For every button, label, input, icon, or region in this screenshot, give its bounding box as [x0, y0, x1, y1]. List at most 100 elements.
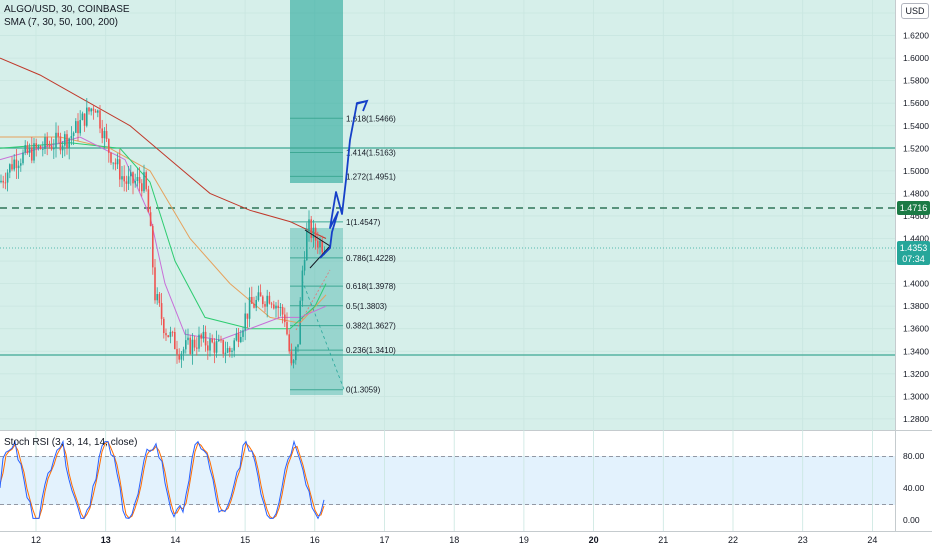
- candle-body: [191, 339, 194, 354]
- level-badge-text: 1.4716: [900, 203, 928, 213]
- target-zone-rect[interactable]: [290, 0, 343, 183]
- candle-body: [297, 344, 299, 348]
- candle-body: [55, 132, 57, 148]
- fib-level-label: 0.786(1.4228): [346, 254, 396, 263]
- candle-body: [77, 121, 79, 134]
- fib-level-label: 0.5(1.3803): [346, 302, 387, 311]
- candle-body: [226, 348, 229, 353]
- candle-body: [220, 339, 222, 341]
- candle-body: [57, 132, 59, 137]
- candle-body: [248, 297, 251, 319]
- trend-line[interactable]: [295, 269, 331, 331]
- currency-badge[interactable]: USD: [901, 3, 929, 19]
- candle-body: [244, 313, 246, 331]
- candle-body: [13, 159, 15, 170]
- time-tick-label: 22: [728, 535, 738, 545]
- fibonacci-levels[interactable]: 1.618(1.5466) 1.414(1.5163) 1.272(1.4951) 1…: [290, 114, 396, 395]
- candle-body: [156, 294, 158, 301]
- candle-body: [251, 297, 253, 304]
- candle-body: [101, 128, 103, 139]
- candle-body: [292, 360, 295, 364]
- candle-body: [6, 172, 9, 183]
- price-tick-label: 1.5000: [903, 166, 929, 176]
- candle-body: [288, 334, 290, 352]
- candle-body: [198, 334, 200, 349]
- candle-body: [218, 339, 220, 342]
- forecast-path[interactable]: [319, 100, 368, 259]
- candle-body: [308, 219, 310, 232]
- sma-legend[interactable]: SMA (7, 30, 50, 100, 200): [4, 17, 118, 28]
- candle-body: [35, 143, 37, 148]
- candle-body: [152, 226, 154, 268]
- price-tick-label: 1.3400: [903, 346, 929, 356]
- stoch-k-line: [0, 439, 325, 520]
- candle-body: [64, 134, 66, 146]
- symbol-title[interactable]: ALGO/USD, 30, COINBASE: [4, 4, 130, 15]
- candle-body: [196, 347, 198, 349]
- time-axis-ticks[interactable]: 12 13 14 15 16 17 18 19 20 21 22 23 24: [31, 535, 877, 545]
- price-tick-label: 1.3000: [903, 391, 929, 401]
- candle-body: [171, 331, 174, 333]
- candle-body: [158, 294, 161, 304]
- candle-body: [138, 177, 141, 184]
- candle-body: [185, 340, 187, 350]
- time-tick-label: 13: [101, 535, 111, 545]
- candle-body: [154, 267, 156, 301]
- candle-body: [310, 219, 312, 238]
- candle-body: [61, 145, 64, 151]
- candle-body: [281, 307, 284, 315]
- forecast-arrow-head[interactable]: [355, 99, 369, 112]
- candle-body: [284, 314, 286, 323]
- candle-body: [301, 270, 304, 301]
- candle-body: [81, 113, 84, 120]
- candle-body: [108, 139, 110, 153]
- candle-body: [182, 349, 185, 354]
- candle-body: [59, 136, 62, 151]
- candle-body: [97, 110, 99, 113]
- candle-body: [37, 145, 40, 148]
- candle-body: [15, 159, 18, 169]
- sma-lines: [0, 57, 327, 341]
- candle-body: [33, 143, 35, 161]
- candle-body: [53, 147, 55, 150]
- candle-body: [75, 121, 77, 133]
- candle-body: [270, 303, 273, 305]
- candlesticks[interactable]: [0, 98, 326, 369]
- candle-body: [211, 338, 213, 343]
- price-tick-label: 1.6200: [903, 31, 929, 41]
- candle-body: [246, 313, 249, 319]
- candle-body: [112, 162, 114, 164]
- candle-body: [319, 240, 321, 248]
- candle-body: [242, 330, 244, 337]
- time-tick-label: 12: [31, 535, 41, 545]
- fib-retracement-rect[interactable]: [290, 228, 343, 395]
- candle-body: [103, 130, 106, 139]
- price-tick-label: 1.4600: [903, 211, 929, 221]
- candle-body: [105, 130, 108, 140]
- candle-body: [31, 147, 33, 161]
- candle-body: [204, 331, 207, 346]
- candle-body: [240, 336, 242, 343]
- candle-body: [136, 177, 139, 182]
- fib-level-label: 1(1.4547): [346, 218, 381, 227]
- candle-body: [277, 305, 279, 309]
- candle-body: [141, 183, 143, 192]
- drawing-tools[interactable]: [295, 99, 369, 393]
- candle-body: [99, 110, 101, 129]
- candle-body: [26, 145, 29, 154]
- candle-body: [11, 164, 13, 170]
- candle-body: [295, 347, 297, 361]
- dashed-projection[interactable]: [301, 279, 346, 393]
- candle-body: [88, 107, 90, 112]
- candle-body: [224, 352, 227, 354]
- candle-body: [233, 340, 235, 351]
- candle-body: [145, 172, 147, 190]
- sma-line: [0, 136, 327, 324]
- level-badge: 1.4716: [897, 201, 930, 215]
- candle-body: [121, 176, 123, 180]
- candle-body: [83, 113, 86, 126]
- candle-body: [165, 333, 167, 336]
- stoch-legend[interactable]: Stoch RSI (3, 3, 14, 14, close): [4, 437, 138, 448]
